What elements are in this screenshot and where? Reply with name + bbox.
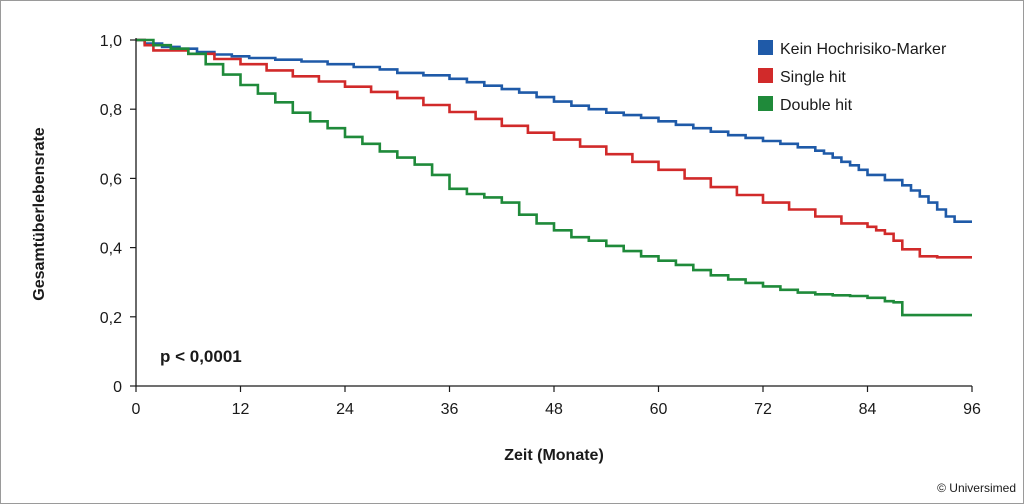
x-tick-label: 72 (754, 401, 772, 418)
x-axis-title: Zeit (Monate) (504, 447, 604, 464)
y-tick-label: 0,4 (100, 241, 122, 258)
y-tick-label: 0,6 (100, 171, 122, 188)
series-line-single-hit (136, 38, 972, 259)
series-line-double-hit (136, 38, 972, 317)
x-tick-label: 84 (859, 401, 877, 418)
legend: Kein Hochrisiko-Marker Single hit Double h… (758, 40, 947, 114)
series-layer (136, 38, 972, 317)
x-tick-label: 96 (963, 401, 981, 418)
x-tick-label: 12 (232, 401, 250, 418)
x-tick-label: 60 (650, 401, 668, 418)
y-tick-label: 1,0 (100, 33, 122, 50)
x-tick-label: 36 (441, 401, 459, 418)
x-tick-label: 48 (545, 401, 563, 418)
y-tick-label: 0 (113, 379, 122, 396)
series-line-kein-hochrisiko-marker (136, 38, 972, 223)
legend-swatch (758, 96, 773, 111)
legend-swatch (758, 40, 773, 55)
legend-label: Single hit (780, 69, 846, 86)
x-tick-label: 24 (336, 401, 354, 418)
p-value-annotation: p < 0,0001 (160, 347, 242, 366)
y-tick-label: 0,2 (100, 310, 122, 327)
legend-swatch (758, 68, 773, 83)
legend-label: Double hit (780, 97, 853, 114)
axes-layer (135, 38, 972, 387)
copyright-text: © Universimed (937, 481, 1016, 495)
ticks-layer: 0 12 24 36 48 60 72 84 96 0 0,2 0,4 0,6 0,8 1,0 (100, 33, 981, 418)
legend-label: Kein Hochrisiko-Marker (780, 41, 947, 58)
y-axis-title: Gesamtüberlebensrate (31, 127, 48, 301)
x-tick-label: 0 (132, 401, 141, 418)
y-tick-label: 0,8 (100, 102, 122, 119)
